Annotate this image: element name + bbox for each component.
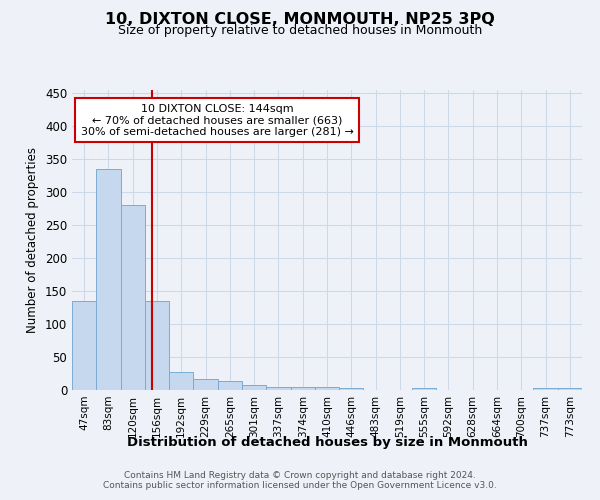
Bar bbox=[242, 384, 266, 390]
Bar bbox=[121, 206, 145, 390]
Bar bbox=[558, 388, 582, 390]
Bar bbox=[96, 169, 121, 390]
Bar bbox=[169, 372, 193, 390]
Bar bbox=[339, 388, 364, 390]
Y-axis label: Number of detached properties: Number of detached properties bbox=[26, 147, 40, 333]
Bar bbox=[72, 301, 96, 390]
Text: Distribution of detached houses by size in Monmouth: Distribution of detached houses by size … bbox=[127, 436, 527, 449]
Bar bbox=[315, 386, 339, 390]
Text: Size of property relative to detached houses in Monmouth: Size of property relative to detached ho… bbox=[118, 24, 482, 37]
Bar bbox=[290, 386, 315, 390]
Bar bbox=[193, 379, 218, 390]
Bar bbox=[266, 386, 290, 390]
Bar bbox=[145, 301, 169, 390]
Text: 10, DIXTON CLOSE, MONMOUTH, NP25 3PQ: 10, DIXTON CLOSE, MONMOUTH, NP25 3PQ bbox=[105, 12, 495, 28]
Text: 10 DIXTON CLOSE: 144sqm
← 70% of detached houses are smaller (663)
30% of semi-d: 10 DIXTON CLOSE: 144sqm ← 70% of detache… bbox=[81, 104, 354, 136]
Bar bbox=[533, 388, 558, 390]
Bar bbox=[412, 388, 436, 390]
Text: Contains public sector information licensed under the Open Government Licence v3: Contains public sector information licen… bbox=[103, 482, 497, 490]
Text: Contains HM Land Registry data © Crown copyright and database right 2024.: Contains HM Land Registry data © Crown c… bbox=[124, 472, 476, 480]
Bar bbox=[218, 382, 242, 390]
